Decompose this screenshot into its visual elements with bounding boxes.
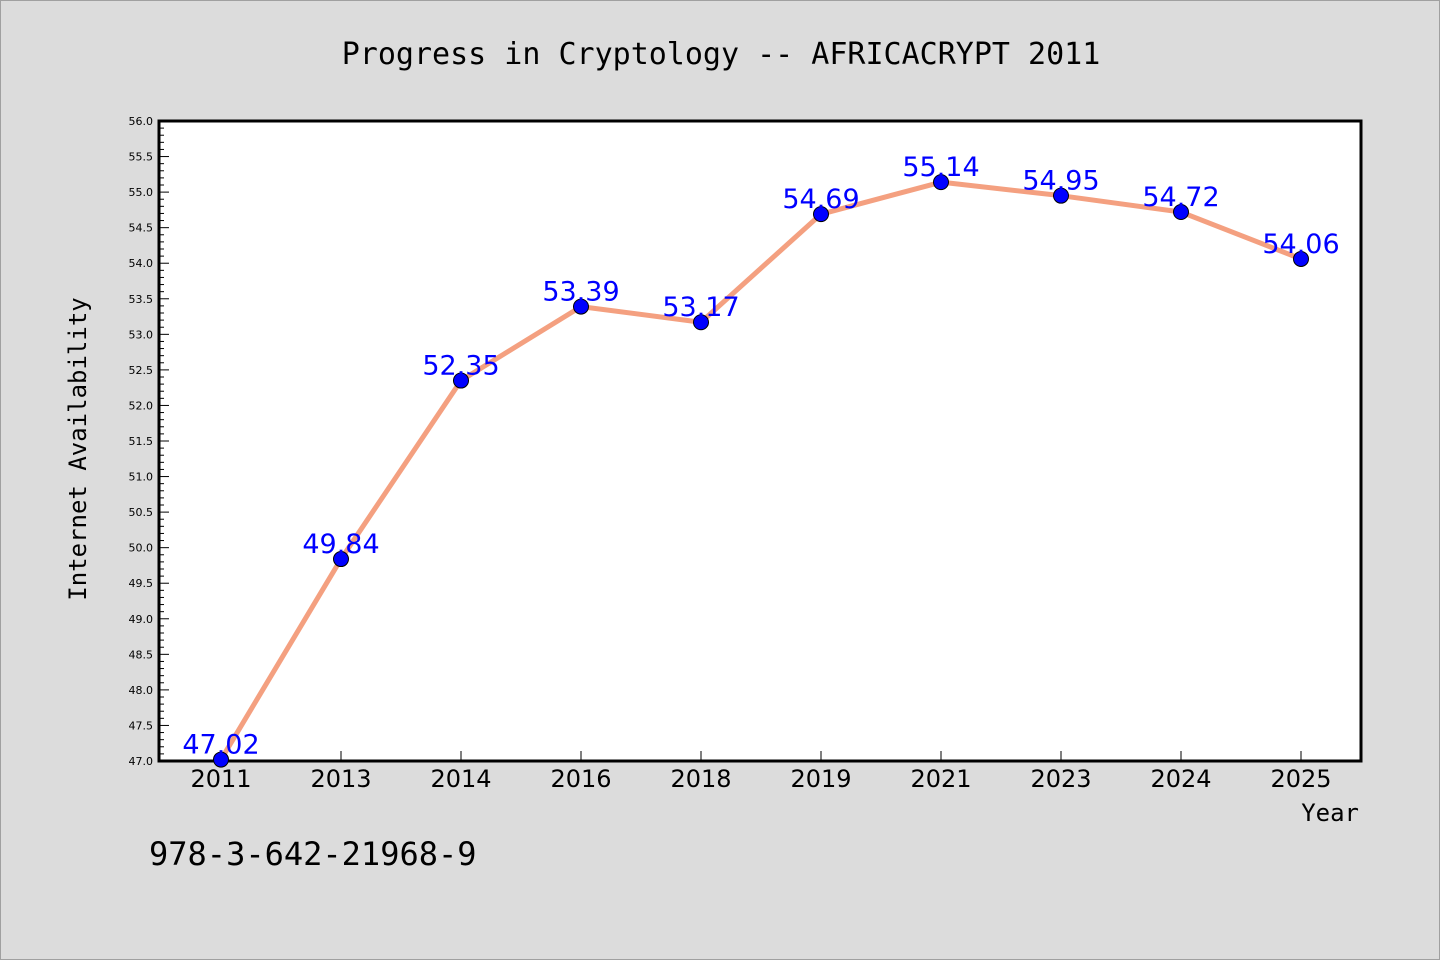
- y-tick-label: 47.0: [129, 755, 154, 768]
- data-label: 54.06: [1262, 229, 1339, 260]
- x-tick-label: 2016: [550, 765, 611, 793]
- footnote-isbn: 978-3-642-21968-9: [149, 835, 477, 873]
- y-tick-label: 54.5: [129, 222, 154, 235]
- data-series: [213, 174, 1309, 768]
- y-tick-label: 53.0: [129, 328, 154, 341]
- x-axis: 2011 2013 2014 2016 2018 2019 2021 2023 2024 2025: [190, 751, 1332, 793]
- data-label: 47.02: [182, 730, 259, 761]
- data-label: 49.84: [302, 529, 379, 560]
- data-point: [333, 551, 349, 568]
- plot-area: [157, 119, 1363, 763]
- y-axis-label: Internet Availability: [64, 297, 92, 600]
- y-tick-label: 53.5: [129, 293, 154, 306]
- chart-title: Progress in Cryptology -- AFRICACRYPT 20…: [342, 37, 1101, 72]
- x-tick-label: 2018: [670, 765, 731, 793]
- x-tick-label: 2013: [310, 765, 371, 793]
- y-tick-label: 56.0: [129, 115, 154, 128]
- data-point: [693, 314, 709, 331]
- y-tick-label: 55.0: [129, 186, 154, 199]
- y-tick-label: 47.5: [129, 719, 154, 732]
- data-point: [453, 372, 469, 389]
- x-tick-label: 2023: [1030, 765, 1091, 793]
- data-label: 53.17: [662, 292, 739, 323]
- data-label: 55.14: [902, 152, 979, 183]
- data-label: 54.95: [1022, 166, 1099, 197]
- data-point: [1173, 204, 1189, 221]
- y-axis: 47.0 47.5 48.0 48.5 49.0 49.5 50.0 50.5 51.0 51.5…: [129, 115, 169, 768]
- y-tick-label: 54.0: [129, 257, 154, 270]
- data-point: [1293, 250, 1309, 267]
- x-axis-label: Year: [1301, 799, 1359, 827]
- data-point: [813, 206, 829, 223]
- y-tick-label: 51.0: [129, 471, 154, 484]
- data-point: [213, 751, 229, 768]
- data-label: 53.39: [542, 277, 619, 308]
- series-line: [218, 179, 1304, 763]
- data-label: 52.35: [422, 351, 499, 382]
- data-label: 54.72: [1142, 182, 1219, 213]
- y-tick-label: 51.5: [129, 435, 154, 448]
- x-tick-label: 2025: [1270, 765, 1331, 793]
- y-tick-label: 50.0: [129, 542, 154, 555]
- data-point: [1053, 187, 1069, 204]
- y-tick-label: 49.5: [129, 577, 154, 590]
- x-tick-label: 2019: [790, 765, 851, 793]
- y-tick-label: 52.0: [129, 399, 154, 412]
- y-tick-label: 49.0: [129, 613, 154, 626]
- y-tick-label: 50.5: [129, 506, 154, 519]
- y-tick-label: 48.0: [129, 684, 154, 697]
- data-labels: 47.02 49.84 52.35 53.39 53.17 54.69 55.14 54.95…: [182, 152, 1339, 760]
- x-tick-label: 2021: [910, 765, 971, 793]
- data-point: [933, 174, 949, 191]
- y-tick-label: 55.5: [129, 151, 154, 164]
- x-tick-label: 2011: [190, 765, 251, 793]
- data-label: 54.69: [782, 184, 859, 215]
- data-point: [573, 298, 589, 315]
- y-tick-label: 48.5: [129, 648, 154, 661]
- x-tick-label: 2024: [1150, 765, 1211, 793]
- x-tick-label: 2014: [430, 765, 491, 793]
- y-tick-label: 52.5: [129, 364, 154, 377]
